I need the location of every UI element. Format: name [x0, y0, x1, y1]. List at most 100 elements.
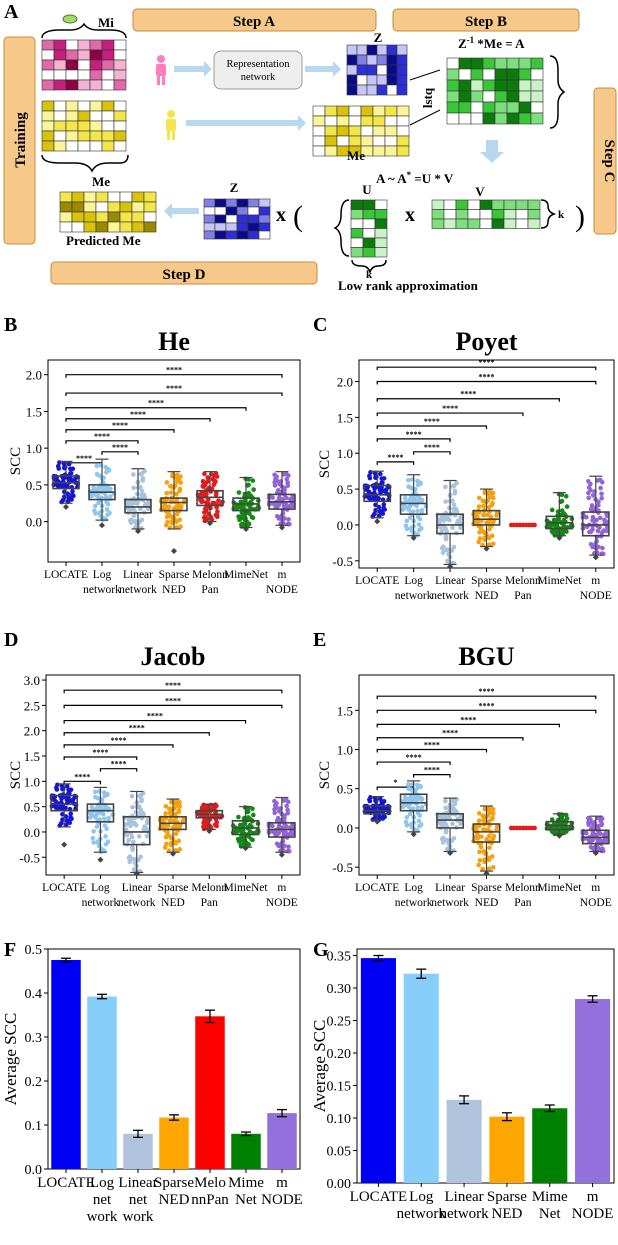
box	[472, 823, 501, 843]
swarm-point	[212, 805, 217, 811]
swarm-point	[564, 504, 570, 509]
significance-label: ****	[479, 701, 495, 710]
x-tick-label: Melonn	[505, 575, 541, 587]
swarm-point	[205, 475, 210, 480]
swarm-point	[412, 531, 417, 536]
swarm-point	[142, 468, 147, 474]
swarm-point	[443, 805, 449, 811]
swarm-point	[272, 483, 278, 488]
swarm-point	[372, 471, 378, 476]
swarm-point	[129, 834, 135, 840]
swarm-point	[477, 849, 482, 855]
swarm-point	[169, 520, 175, 526]
outlier	[207, 520, 213, 527]
swarm-point	[273, 832, 278, 838]
swarm-point	[168, 842, 174, 848]
significance-bracket	[413, 774, 451, 778]
matrix-cell	[396, 125, 410, 137]
swarm-point	[588, 487, 593, 493]
swarm-point	[213, 492, 219, 498]
matrix-cell	[119, 201, 133, 213]
swarm-point	[104, 507, 110, 512]
swarm-point	[458, 516, 464, 521]
matrix-cell	[77, 49, 91, 61]
panel-e: E BGU SCC -0.5 0.0 0.5 1.0 1.5 LOCATE Log network…	[309, 625, 618, 935]
matrix-cell	[506, 112, 520, 125]
box	[581, 511, 610, 537]
matrix-cell	[236, 206, 249, 216]
x-tick-label: NODE	[266, 897, 298, 909]
matrix-cell	[312, 105, 326, 117]
matrix-cell	[366, 54, 378, 66]
matrix-cell	[336, 115, 350, 127]
matrix-cell	[247, 214, 260, 224]
outlier	[279, 524, 285, 531]
matrix-cell	[113, 100, 127, 112]
matrix-cell	[71, 191, 85, 203]
microbe-icon	[62, 14, 78, 24]
bar	[87, 996, 117, 1169]
matrix-cell	[491, 209, 505, 220]
x-tick-label: LOCATE	[42, 882, 86, 894]
significance-label: ****	[442, 404, 458, 413]
swarm-point	[141, 812, 146, 817]
significance-label: ****	[424, 766, 440, 775]
swarm-point	[68, 811, 74, 817]
mi-matrix	[41, 39, 127, 91]
x-tick-label: network	[431, 590, 469, 602]
k-label-u: k	[366, 269, 373, 281]
significance-label: ****	[111, 760, 127, 769]
matrix-cell	[506, 79, 520, 92]
swarm-point	[173, 841, 178, 846]
low-rank-label: Low rank approximation	[338, 278, 479, 293]
matrix-cell	[77, 69, 91, 81]
rep-line2: network	[241, 72, 276, 83]
swarm-point	[251, 487, 256, 492]
matrix-cell	[95, 201, 109, 213]
matrix-cell	[356, 84, 368, 96]
swarm-point	[406, 507, 412, 512]
swarm-point	[92, 503, 98, 509]
matrix-cell	[362, 218, 376, 229]
swarm-point	[178, 506, 183, 511]
swarm-point	[197, 497, 203, 503]
swarm-point	[598, 485, 603, 491]
rep-line1: Representation	[227, 59, 291, 70]
matrix-cell	[491, 199, 505, 210]
significance-bracket	[376, 723, 560, 728]
matrix-cell	[455, 199, 469, 210]
matrix-cell	[372, 145, 386, 157]
matrix-cell	[41, 79, 55, 91]
swarm-point	[69, 478, 75, 483]
x-tick-label: Linear	[445, 1189, 484, 1205]
bar	[403, 973, 439, 1183]
significance-bracket	[376, 461, 415, 465]
matrix-cell	[107, 221, 121, 233]
y-axis-label: Average SCC	[1, 1013, 20, 1106]
bar	[575, 999, 611, 1183]
x-tick-label: Net	[235, 1192, 257, 1208]
matrix-cell	[247, 206, 260, 216]
swarm-point	[174, 504, 179, 509]
swarm-point	[238, 822, 243, 828]
significance-bracket	[63, 719, 247, 724]
outlier	[243, 525, 249, 532]
significance-label: ****	[92, 748, 108, 757]
matrix-cell	[515, 218, 529, 229]
swarm-point	[66, 819, 71, 824]
matrix-cell	[479, 209, 493, 220]
outlier	[556, 534, 563, 541]
swarm-point	[104, 826, 109, 832]
swarm-point	[404, 518, 410, 524]
bar	[446, 1099, 482, 1183]
outlier	[592, 850, 599, 857]
swarm-point	[379, 509, 384, 515]
matrix-cell	[527, 209, 541, 220]
swarm-point	[171, 818, 177, 823]
panel-g: G Average SCC 0.00 0.05 0.10 0.15 0.20 0.25 0.3…	[309, 935, 618, 1240]
matrix-cell	[77, 59, 91, 71]
matrix-cell	[348, 105, 362, 117]
y-tick-label: 0.5	[337, 782, 353, 797]
swarm-point	[123, 822, 129, 827]
swarm-point	[130, 846, 136, 851]
